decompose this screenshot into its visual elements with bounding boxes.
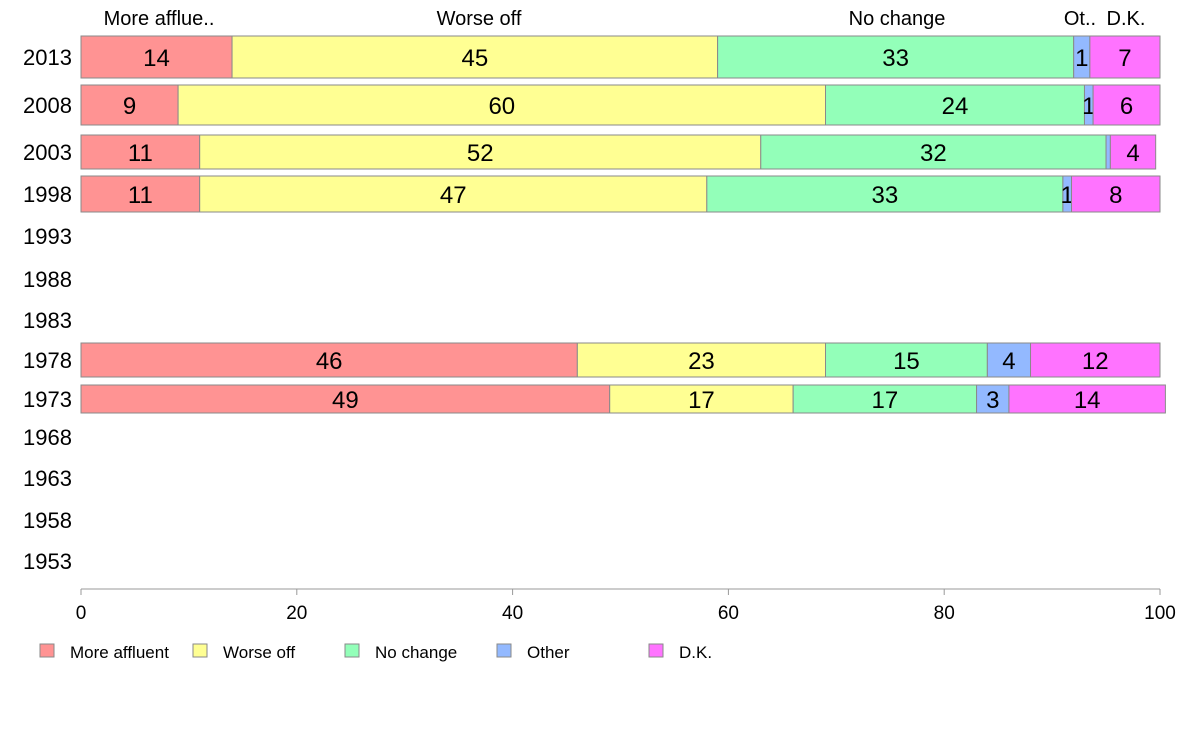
bar-value-label: 49 xyxy=(332,387,359,414)
category-label: 2008 xyxy=(23,93,72,118)
bar-segment xyxy=(80,175,201,213)
bar-segment xyxy=(80,342,578,378)
bar-value-label: 15 xyxy=(893,348,920,375)
series-header-label: No change xyxy=(849,8,946,30)
category-label: 1978 xyxy=(23,348,72,373)
legend-swatch xyxy=(496,643,512,658)
legend-swatch xyxy=(39,643,55,658)
bar-segment xyxy=(1071,175,1161,213)
bar-segment xyxy=(576,342,827,378)
series-header-label: D.K. xyxy=(1107,8,1146,30)
x-tick-label: 80 xyxy=(934,603,955,624)
bar-value-label: 23 xyxy=(688,348,715,375)
bar-segment xyxy=(976,384,1010,414)
x-tick-label: 100 xyxy=(1144,603,1176,624)
bar-segment xyxy=(1105,134,1111,170)
bar-value-label: 24 xyxy=(942,93,969,120)
bar-value-label: 4 xyxy=(1002,348,1015,375)
bar-value-label: 1 xyxy=(1075,45,1088,72)
category-label: 1998 xyxy=(23,182,72,207)
series-header-label: Worse off xyxy=(437,8,522,30)
category-label: 2003 xyxy=(23,140,72,165)
bar-segment xyxy=(1109,134,1157,170)
bar-value-label: 6 xyxy=(1120,93,1133,120)
bar-segment xyxy=(80,84,179,126)
bar-segment xyxy=(825,84,1085,126)
legend-label: No change xyxy=(375,643,457,662)
bar-value-label: 33 xyxy=(872,182,899,209)
legend-label: Worse off xyxy=(223,643,295,662)
category-label: 1963 xyxy=(23,466,72,491)
bar-value-label: 17 xyxy=(688,387,715,414)
bar-segment xyxy=(760,134,1107,170)
category-label: 1973 xyxy=(23,387,72,412)
bar-value-label: 45 xyxy=(461,45,488,72)
legend-label: Other xyxy=(527,643,570,662)
legend-label: D.K. xyxy=(679,643,712,662)
x-tick-label: 40 xyxy=(502,603,523,624)
bar-segment xyxy=(231,35,719,79)
bar-segment xyxy=(1092,84,1161,126)
legend-swatch xyxy=(192,643,208,658)
category-label: 1988 xyxy=(23,267,72,292)
bar-segment xyxy=(717,35,1075,79)
category-label: 1958 xyxy=(23,508,72,533)
bar-value-label: 47 xyxy=(440,182,467,209)
category-label: 1983 xyxy=(23,308,72,333)
legend-label: More affluent xyxy=(70,643,169,662)
bar-value-label: 60 xyxy=(488,93,515,120)
bar-segment xyxy=(1089,35,1161,79)
bar-segment xyxy=(825,342,988,378)
series-header-label: Ot.. xyxy=(1064,8,1096,30)
bar-value-label: 1 xyxy=(1061,182,1074,209)
x-tick-label: 60 xyxy=(718,603,739,624)
bar-value-label: 32 xyxy=(920,140,947,167)
series-header-label: More afflue.. xyxy=(104,8,215,30)
category-label: 1993 xyxy=(23,224,72,249)
bar-segment xyxy=(792,384,978,414)
bar-value-label: 1 xyxy=(1082,93,1095,120)
bar-segment xyxy=(80,134,201,170)
bar-value-label: 17 xyxy=(872,387,899,414)
legend-swatch xyxy=(648,643,664,658)
bar-value-label: 11 xyxy=(128,140,153,167)
bar-segment xyxy=(80,384,611,414)
category-label: 1968 xyxy=(23,425,72,450)
legend-swatch xyxy=(344,643,360,658)
bar-value-label: 11 xyxy=(128,182,153,209)
bar-segment xyxy=(177,84,827,126)
bar-value-label: 7 xyxy=(1118,45,1131,72)
bar-value-label: 46 xyxy=(316,348,343,375)
bar-segment xyxy=(706,175,1064,213)
bar-value-label: 4 xyxy=(1126,140,1139,167)
category-label: 1953 xyxy=(23,549,72,574)
bar-value-label: 8 xyxy=(1109,182,1122,209)
bar-value-label: 9 xyxy=(123,93,136,120)
bar-segment xyxy=(199,175,708,213)
x-tick-label: 20 xyxy=(286,603,307,624)
category-label: 2013 xyxy=(23,45,72,70)
bar-value-label: 14 xyxy=(143,45,170,72)
bar-segment xyxy=(1008,384,1166,414)
bar-value-label: 12 xyxy=(1082,348,1109,375)
bar-value-label: 3 xyxy=(986,387,999,414)
bar-segment xyxy=(199,134,762,170)
x-tick-label: 0 xyxy=(76,603,87,624)
bar-value-label: 33 xyxy=(882,45,909,72)
bar-value-label: 52 xyxy=(467,140,494,167)
bar-segment xyxy=(80,35,233,79)
bar-segment xyxy=(1030,342,1161,378)
bar-value-label: 14 xyxy=(1074,387,1101,414)
